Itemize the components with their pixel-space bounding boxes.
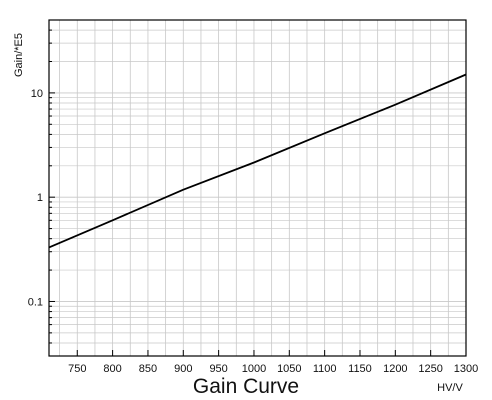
x-tick-label: 1100 <box>313 363 337 375</box>
x-tick-label: 1150 <box>348 363 372 375</box>
series-layer <box>48 73 467 249</box>
y-tick-label: 0.1 <box>28 296 43 308</box>
x-tick-label: 800 <box>103 363 121 375</box>
x-tick-label: 1050 <box>277 363 301 375</box>
x-tick-label: 850 <box>139 363 157 375</box>
x-tick-label: 900 <box>174 363 192 375</box>
y-tick-label: 10 <box>31 88 43 100</box>
x-axis-label: HV/V <box>437 382 463 394</box>
x-tick-label: 1250 <box>418 363 442 375</box>
tick-layer: 750 800 850 900 950 1000 1050 1100 1150 1200 1250 1… <box>28 19 478 375</box>
chart-title: Gain Curve <box>193 375 299 398</box>
x-tick-label: 1200 <box>383 363 407 375</box>
x-tick-label: 1300 <box>454 363 478 375</box>
y-tick-label: 1 <box>37 192 43 204</box>
x-tick-label: 750 <box>68 363 86 375</box>
plot-frame <box>48 19 467 357</box>
y-axis-label: Gain/*E5 <box>13 33 25 77</box>
x-tick-label: 950 <box>209 363 227 375</box>
grid-layer <box>49 19 467 357</box>
x-tick-label: 1000 <box>242 363 266 375</box>
series-line <box>48 73 467 249</box>
